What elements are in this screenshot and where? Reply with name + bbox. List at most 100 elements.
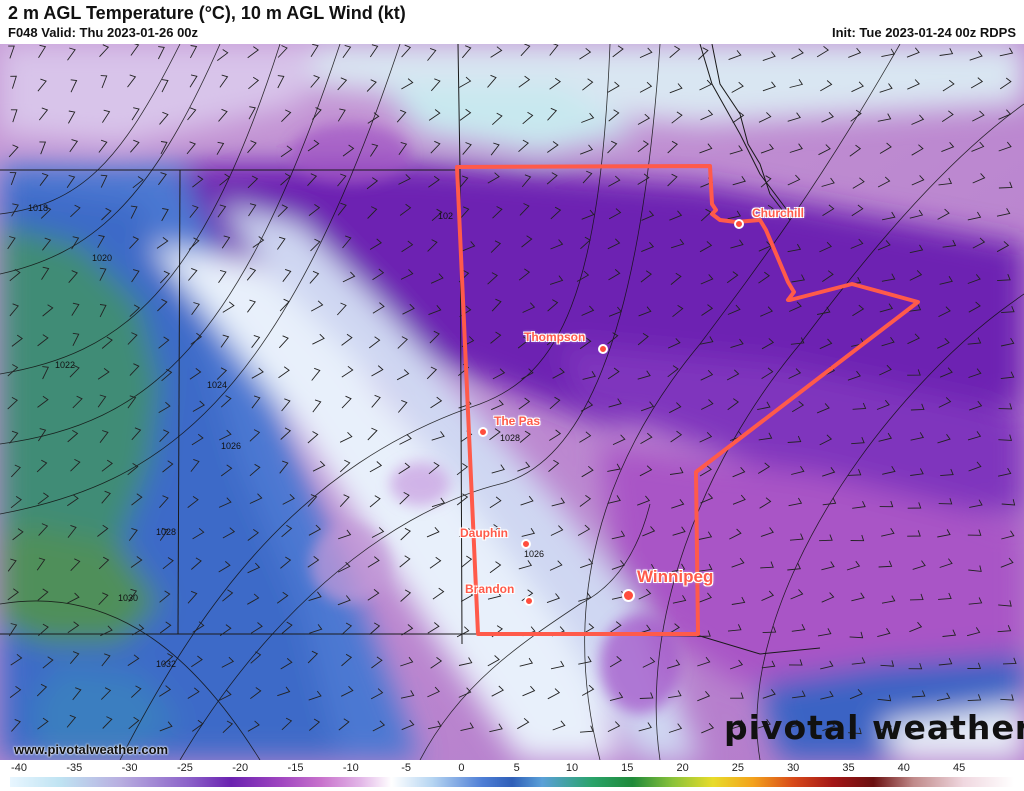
wind-barb bbox=[937, 208, 950, 220]
wind-barb bbox=[338, 529, 352, 540]
wind-barb bbox=[460, 590, 474, 602]
wind-barb bbox=[247, 720, 260, 732]
wind-barb bbox=[578, 592, 592, 602]
wind-barb bbox=[131, 269, 140, 283]
map-header: 2 m AGL Temperature (°C), 10 m AGL Wind … bbox=[0, 0, 1024, 44]
wind-barb bbox=[671, 499, 685, 509]
wind-barb bbox=[731, 596, 746, 605]
wind-barb bbox=[221, 656, 235, 668]
wind-barb bbox=[580, 400, 594, 412]
wind-barb bbox=[40, 206, 52, 219]
wind-barb bbox=[999, 724, 1014, 732]
wind-barb bbox=[401, 78, 414, 90]
wind-barb bbox=[9, 268, 21, 282]
wind-barb bbox=[458, 657, 473, 666]
valid-time: F048 Valid: Thu 2023-01-26 00z bbox=[8, 25, 199, 40]
city-label-brandon: Brandon bbox=[465, 582, 515, 596]
wind-barb bbox=[247, 593, 260, 605]
wind-barb bbox=[490, 240, 502, 253]
wind-barb bbox=[791, 623, 806, 632]
wind-barb bbox=[968, 597, 983, 605]
wind-barb bbox=[491, 399, 504, 411]
wind-barb bbox=[607, 81, 620, 93]
wind-barb bbox=[489, 496, 502, 509]
wind-barb bbox=[97, 234, 105, 248]
wind-barb bbox=[42, 304, 54, 317]
wind-barb bbox=[937, 337, 950, 349]
wind-barb bbox=[669, 210, 683, 221]
wind-barb bbox=[132, 176, 144, 189]
wind-barb bbox=[310, 238, 321, 252]
wind-barb bbox=[881, 48, 895, 58]
wind-barb bbox=[102, 109, 111, 123]
wind-barb bbox=[791, 466, 805, 475]
wind-barb bbox=[821, 592, 835, 603]
wind-barb bbox=[38, 44, 47, 58]
wind-barb bbox=[700, 369, 714, 381]
wind-barb bbox=[846, 560, 861, 571]
wind-barb bbox=[66, 174, 76, 188]
wind-barb bbox=[580, 236, 591, 250]
wind-barb bbox=[312, 107, 322, 120]
wind-barb bbox=[642, 657, 656, 668]
wind-barb bbox=[760, 561, 774, 569]
wind-barb bbox=[762, 81, 776, 92]
wind-barb bbox=[641, 563, 656, 573]
wind-barb bbox=[998, 109, 1012, 120]
wind-barb bbox=[282, 493, 295, 505]
wind-barb bbox=[668, 723, 683, 733]
wind-barb bbox=[879, 364, 892, 376]
city-label-the-pas: The Pas bbox=[494, 414, 541, 428]
wind-barb bbox=[577, 524, 591, 536]
wind-barb bbox=[760, 175, 772, 188]
wind-barb bbox=[937, 529, 951, 538]
wind-barb bbox=[967, 662, 982, 669]
wind-barb bbox=[640, 270, 652, 283]
wind-barb bbox=[492, 368, 506, 380]
wind-barb bbox=[581, 112, 595, 123]
wind-barb bbox=[697, 691, 711, 702]
wind-barb bbox=[817, 628, 832, 637]
wind-barb bbox=[371, 365, 384, 377]
wind-barb bbox=[790, 337, 805, 345]
wind-barb bbox=[367, 112, 380, 124]
wind-barb bbox=[787, 243, 802, 253]
wind-barb bbox=[547, 107, 558, 121]
wind-barb bbox=[820, 660, 834, 670]
city-label-churchill: Churchill bbox=[752, 206, 805, 220]
wind-barb bbox=[341, 365, 354, 378]
wind-barb bbox=[68, 110, 76, 124]
wind-barb bbox=[666, 659, 681, 669]
wind-barb bbox=[729, 528, 742, 540]
wind-barb bbox=[129, 304, 141, 317]
wind-barb bbox=[7, 397, 18, 410]
isobar-label: 1018 bbox=[28, 203, 49, 213]
wind-barb bbox=[369, 44, 379, 58]
wind-barb bbox=[70, 458, 81, 472]
wind-barb bbox=[487, 272, 498, 285]
wind-barb bbox=[191, 655, 203, 668]
wind-barb bbox=[967, 337, 982, 345]
wind-barb bbox=[672, 595, 687, 604]
wind-barb bbox=[669, 467, 684, 475]
wind-barb bbox=[968, 461, 982, 472]
isobar-label: 1022 bbox=[55, 360, 76, 370]
wind-barb bbox=[821, 177, 835, 187]
wind-barb bbox=[337, 561, 351, 573]
wind-barb bbox=[581, 305, 595, 316]
wind-barb bbox=[70, 79, 78, 93]
wind-barb bbox=[697, 630, 711, 637]
wind-barb bbox=[431, 431, 445, 441]
wind-barb bbox=[430, 140, 441, 154]
wind-barb bbox=[911, 690, 926, 698]
wind-barb bbox=[10, 653, 23, 666]
wind-barb bbox=[162, 460, 174, 473]
wind-barb bbox=[998, 600, 1012, 607]
wind-barb bbox=[218, 269, 227, 283]
wind-barb bbox=[582, 623, 595, 635]
wind-barb bbox=[849, 631, 864, 639]
wind-barb bbox=[727, 304, 741, 315]
wind-barb bbox=[607, 721, 621, 733]
isobar-label: 1032 bbox=[156, 659, 177, 669]
wind-barb bbox=[342, 235, 352, 249]
